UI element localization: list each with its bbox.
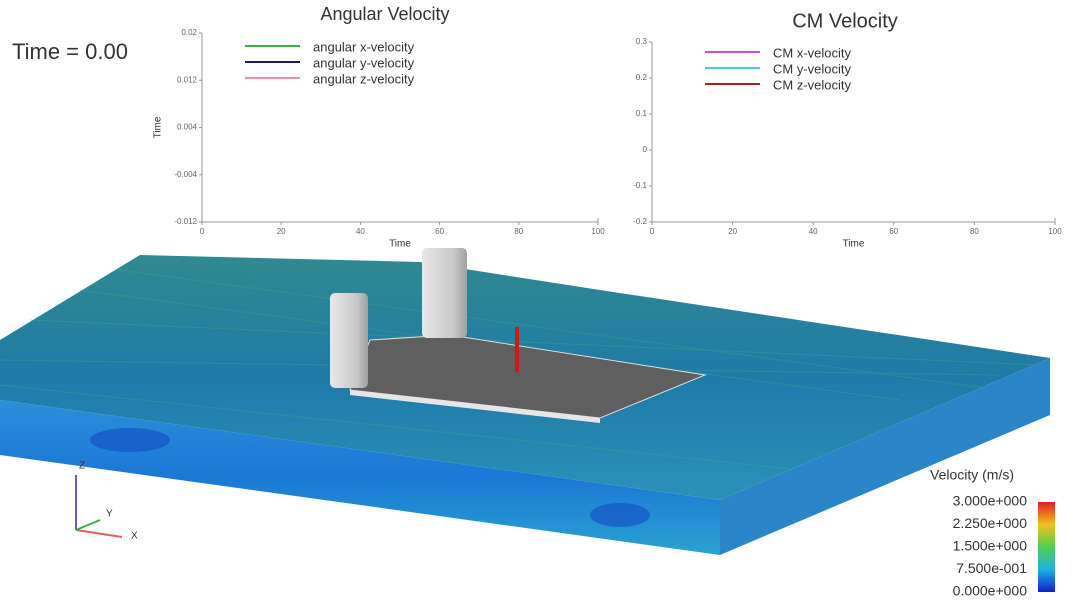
y-tick-label: -0.012 (174, 217, 197, 226)
legend-label: CM z-velocity (773, 77, 852, 92)
legend-label: angular x-velocity (313, 39, 415, 54)
legend-label: angular z-velocity (313, 71, 415, 86)
y-tick-label: -0.1 (633, 181, 647, 190)
x-tick-label: 80 (514, 227, 523, 236)
time-label: Time = 0.00 (12, 39, 128, 64)
x-axis-label: Time (389, 239, 411, 250)
plot-area (202, 33, 598, 222)
colorbar-label: 0.000e+000 (953, 583, 1028, 599)
chart-title: CM Velocity (792, 10, 898, 32)
x-tick-label: 40 (809, 227, 818, 236)
x-axis-label: Time (843, 239, 865, 250)
y-tick-label: -0.004 (174, 170, 197, 179)
watermark: Openya (950, 549, 1014, 569)
structure (330, 248, 707, 423)
legend-label: angular y-velocity (313, 55, 415, 70)
x-tick-label: 80 (970, 227, 979, 236)
y-tick-label: 0.1 (636, 109, 648, 118)
y-tick-label: -0.2 (633, 217, 647, 226)
colorbar-label: 1.500e+000 (953, 538, 1028, 554)
legend-label: CM x-velocity (773, 45, 852, 60)
x-tick-label: 0 (200, 227, 205, 236)
x-tick-label: 20 (277, 227, 286, 236)
colorbar-label: 3.000e+000 (953, 493, 1028, 509)
colorbar (1038, 502, 1055, 592)
chart-title: Angular Velocity (320, 4, 449, 24)
y-tick-label: 0 (643, 145, 648, 154)
y-tick-label: 0.004 (177, 123, 198, 132)
y-axis-label: Time (153, 116, 164, 138)
x-tick-label: 100 (1048, 227, 1062, 236)
colorbar-label: 2.250e+000 (953, 515, 1028, 531)
x-tick-label: 60 (889, 227, 898, 236)
y-tick-label: 0.012 (177, 75, 198, 84)
x-tick-label: 60 (435, 227, 444, 236)
x-tick-label: 100 (591, 227, 605, 236)
axis-x: X (131, 531, 138, 542)
x-tick-label: 40 (356, 227, 365, 236)
plot-area (652, 42, 1055, 222)
y-tick-label: 0.3 (636, 37, 648, 46)
colorbar-title: Velocity (m/s) (930, 467, 1014, 483)
axis-y: Y (106, 509, 113, 520)
y-tick-label: 0.02 (181, 28, 197, 37)
legend-label: CM y-velocity (773, 61, 852, 76)
y-tick-label: 0.2 (636, 73, 648, 82)
colorbar-label: 7.500e-001 (956, 560, 1027, 576)
triad: Z Y X (75, 461, 138, 542)
x-tick-label: 20 (728, 227, 737, 236)
x-tick-label: 0 (650, 227, 655, 236)
axis-z: Z (79, 461, 85, 472)
